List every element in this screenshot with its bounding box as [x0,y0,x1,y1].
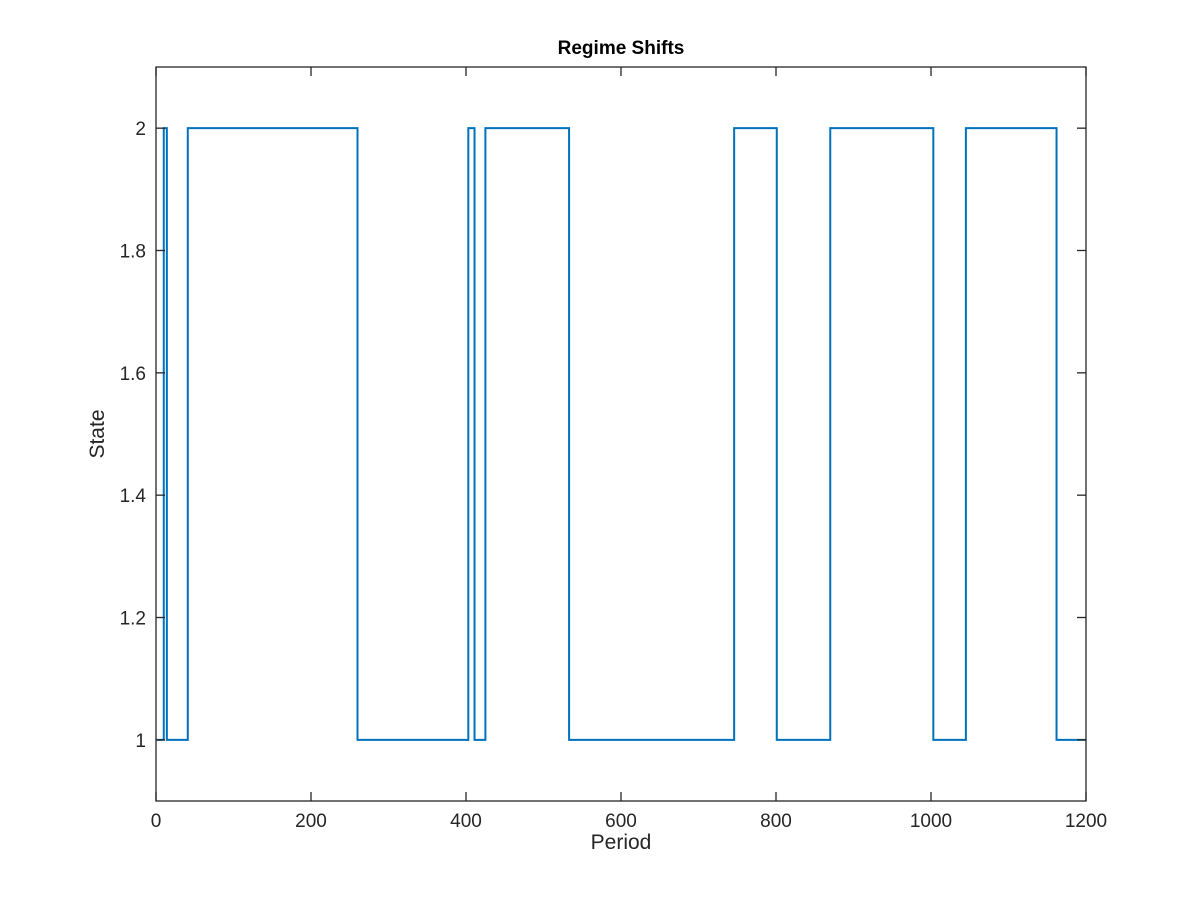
plot-area [156,67,1086,801]
x-tick-label: 600 [605,811,637,832]
y-tick-label: 1.4 [120,486,147,507]
x-tick-label: 1200 [1065,811,1107,832]
x-tick-label: 800 [760,811,792,832]
tick-layer: 0 200 400 600 800 1000 1200 1 1.2 1.4 1.6 1.8 2 [120,67,1107,832]
x-tick-label: 0 [151,811,162,832]
y-tick-label: 1.2 [120,609,146,630]
x-axis-label: Period [591,831,652,854]
series-line [156,127,1086,741]
y-tick-label: 1 [135,731,146,752]
x-tick-label: 400 [450,811,482,832]
y-tick-label: 1.8 [120,242,146,263]
y-tick-label: 1.6 [120,364,146,385]
y-axis-label: State [86,409,109,458]
x-tick-label: 1000 [910,811,952,832]
y-tick-label: 2 [135,119,146,140]
chart-title: Regime Shifts [558,38,685,59]
x-tick-label: 200 [295,811,327,832]
series-layer [156,127,1086,741]
